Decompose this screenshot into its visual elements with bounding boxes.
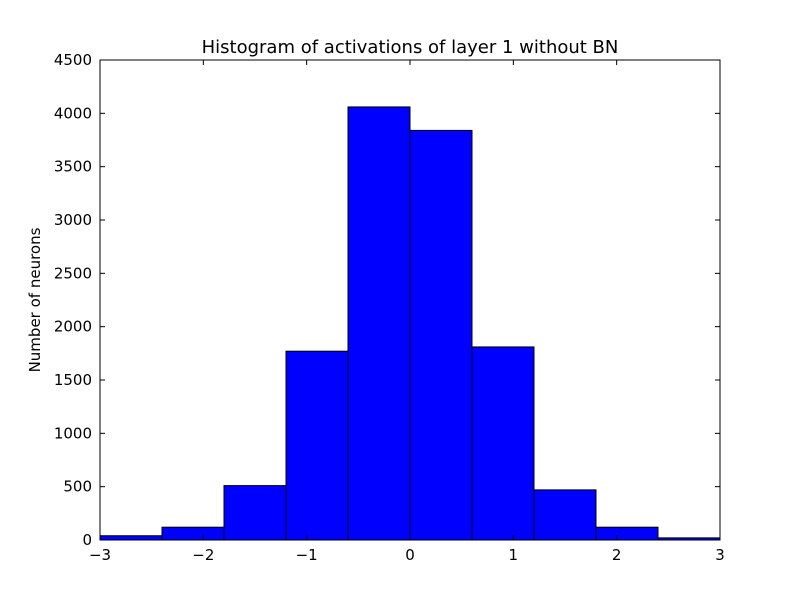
y-tick-label: 4500 bbox=[54, 51, 92, 69]
y-tick-label: 2000 bbox=[54, 318, 92, 336]
y-tick-label: 4000 bbox=[54, 104, 92, 122]
y-tick-label: 0 bbox=[82, 531, 92, 549]
y-tick-label: 1500 bbox=[54, 371, 92, 389]
y-tick-label: 3000 bbox=[54, 211, 92, 229]
y-axis-label: Number of neurons bbox=[26, 227, 44, 372]
x-tick-label: −3 bbox=[89, 546, 111, 564]
histogram-bar bbox=[161, 526, 225, 541]
histogram-bar bbox=[471, 346, 535, 541]
histogram-bar bbox=[595, 526, 659, 541]
y-tick-label: 1000 bbox=[54, 424, 92, 442]
y-tick-label: 500 bbox=[63, 478, 92, 496]
bars-group bbox=[99, 106, 721, 541]
histogram-bar bbox=[223, 485, 287, 541]
x-tick-label: 1 bbox=[509, 546, 519, 564]
plot-frame bbox=[99, 59, 721, 541]
histogram-bar bbox=[409, 129, 473, 541]
x-tick-label: 0 bbox=[405, 546, 415, 564]
histogram-bar bbox=[285, 350, 349, 541]
x-tick-label: −1 bbox=[296, 546, 318, 564]
y-tick-label: 2500 bbox=[54, 264, 92, 282]
chart-title: Histogram of activations of layer 1 with… bbox=[202, 37, 619, 58]
x-tick-label: 3 bbox=[715, 546, 725, 564]
tick-labels-group: −3 −2 −1 0 1 2 3 0 500 1000 1500 2000 2500 3000 3500 40… bbox=[54, 51, 725, 564]
x-tick-label: −2 bbox=[192, 546, 214, 564]
y-tick-label: 3500 bbox=[54, 158, 92, 176]
histogram-bar bbox=[347, 106, 411, 541]
histogram-bar bbox=[533, 489, 597, 541]
x-tick-label: 2 bbox=[612, 546, 622, 564]
histogram-bar bbox=[99, 535, 163, 541]
